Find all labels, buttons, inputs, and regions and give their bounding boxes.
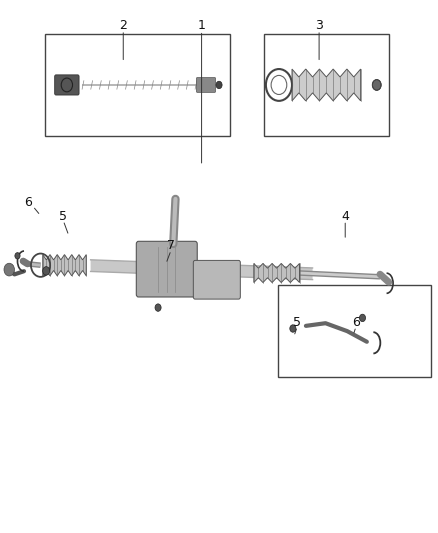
Text: 5: 5: [59, 209, 67, 223]
Circle shape: [216, 81, 222, 88]
FancyBboxPatch shape: [196, 77, 215, 92]
Polygon shape: [43, 255, 86, 276]
Text: 3: 3: [315, 19, 323, 32]
Bar: [264, 34, 389, 136]
Bar: [45, 34, 230, 136]
Text: 4: 4: [341, 209, 349, 223]
Circle shape: [155, 304, 161, 311]
Circle shape: [43, 266, 49, 275]
FancyBboxPatch shape: [193, 261, 240, 299]
Text: 5: 5: [293, 316, 301, 329]
Bar: [278, 285, 431, 377]
FancyBboxPatch shape: [136, 241, 197, 297]
Text: 1: 1: [198, 19, 205, 32]
Polygon shape: [292, 69, 360, 101]
Text: 6: 6: [25, 196, 32, 209]
Polygon shape: [91, 260, 313, 280]
Text: 6: 6: [352, 316, 360, 329]
Text: 2: 2: [119, 19, 127, 32]
Circle shape: [360, 314, 366, 321]
Polygon shape: [254, 263, 300, 282]
Text: 7: 7: [167, 239, 175, 252]
Circle shape: [290, 325, 296, 332]
Circle shape: [15, 253, 20, 259]
FancyBboxPatch shape: [55, 75, 79, 95]
Circle shape: [4, 263, 14, 276]
Circle shape: [372, 79, 381, 90]
